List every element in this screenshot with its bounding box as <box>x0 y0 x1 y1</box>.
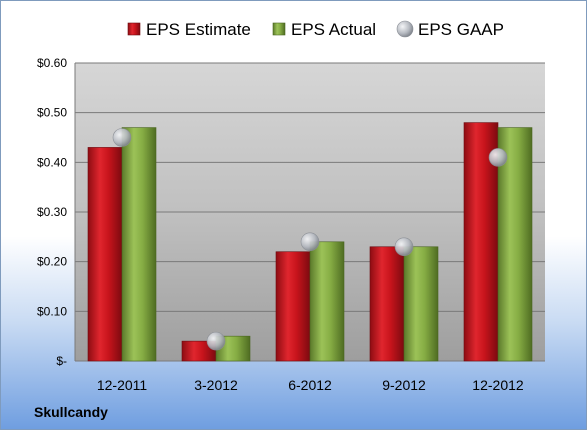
bar-eps-estimate <box>275 251 311 362</box>
y-tick-label: $0.40 <box>37 155 67 169</box>
y-tick-label: $- <box>56 354 67 368</box>
marker-eps-gaap <box>394 237 414 257</box>
bar-eps-actual <box>121 127 157 362</box>
y-tick-label: $0.30 <box>37 205 67 219</box>
bar-eps-actual <box>309 241 345 362</box>
bar-eps-actual <box>215 335 251 362</box>
legend-label: EPS GAAP <box>418 20 504 39</box>
bar-eps-estimate <box>369 246 405 362</box>
bar-eps-actual <box>403 246 439 362</box>
bar-eps-actual <box>497 127 533 362</box>
x-category-label: 9-2012 <box>382 377 426 393</box>
x-category-label: 12-2011 <box>97 377 148 393</box>
y-tick-label: $0.50 <box>37 106 67 120</box>
company-name: Skullcandy <box>34 404 108 420</box>
y-tick-label: $0.10 <box>37 304 67 318</box>
bar-eps-estimate <box>87 147 123 362</box>
x-category-label: 12-2012 <box>472 377 524 393</box>
x-category-label: 6-2012 <box>288 377 332 393</box>
legend-swatch-estimate <box>127 22 141 36</box>
legend-label: EPS Actual <box>291 20 376 39</box>
legend-swatch-gaap <box>396 20 414 38</box>
y-tick-label: $0.20 <box>37 255 67 269</box>
legend: EPS Estimate EPS Actual EPS GAAP <box>127 20 504 39</box>
marker-eps-gaap <box>112 128 132 147</box>
legend-label: EPS Estimate <box>146 20 251 39</box>
marker-eps-gaap <box>488 148 508 167</box>
legend-swatch-actual <box>272 22 286 36</box>
marker-eps-gaap <box>206 331 226 351</box>
y-tick-label: $0.60 <box>37 56 67 70</box>
marker-eps-gaap <box>300 232 320 252</box>
x-category-label: 3-2012 <box>194 377 238 393</box>
